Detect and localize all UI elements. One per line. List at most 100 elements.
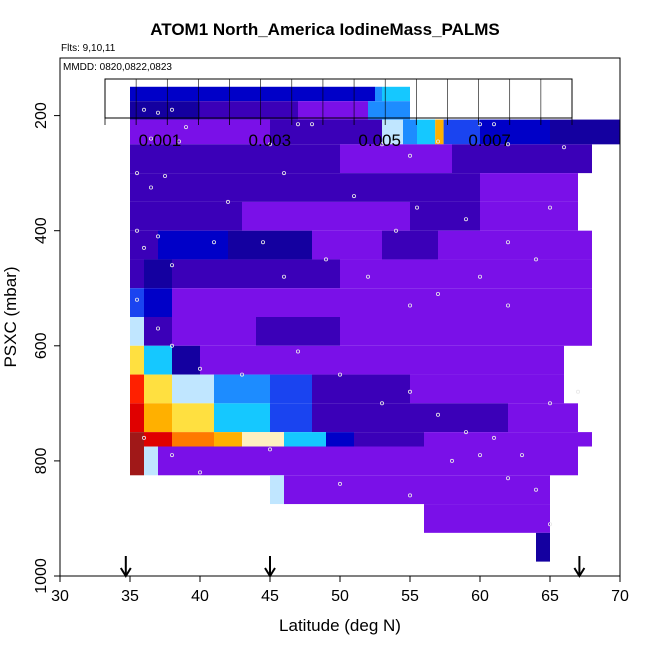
heatmap-cell xyxy=(270,119,340,145)
sample-point xyxy=(197,366,202,371)
y-tick-label: 600 xyxy=(33,332,50,359)
heatmap-cell xyxy=(228,119,270,145)
x-tick-label: 35 xyxy=(121,588,139,605)
flights-note: Flts: 9,10,11 xyxy=(61,43,116,54)
heatmap-cell xyxy=(130,101,200,120)
sample-point xyxy=(407,153,412,158)
heatmap-cell xyxy=(200,345,312,375)
sample-point xyxy=(505,240,510,245)
heatmap-cell xyxy=(536,532,550,562)
heatmap-cell xyxy=(340,446,410,476)
y-tick-label: 200 xyxy=(33,102,50,129)
heatmap-cell xyxy=(256,317,340,346)
heatmap-cell xyxy=(242,259,340,289)
colorbar-tick-label: 0.007 xyxy=(468,131,511,150)
sample-point xyxy=(155,326,160,331)
sample-point xyxy=(534,487,539,492)
heatmap-cell xyxy=(284,475,550,505)
heatmap-cell xyxy=(200,144,340,174)
sample-point xyxy=(407,303,412,308)
heatmap-cell xyxy=(536,173,578,202)
sample-point xyxy=(407,493,412,498)
sample-point xyxy=(211,240,216,245)
x-tick-label: 60 xyxy=(471,588,489,605)
sample-point xyxy=(225,199,230,204)
sample-point xyxy=(169,453,174,458)
sample-point xyxy=(449,458,454,463)
sample-point xyxy=(267,447,272,452)
sample-point xyxy=(141,435,146,440)
sample-point xyxy=(534,257,539,262)
heatmap-cell xyxy=(172,259,242,289)
heatmap-cell xyxy=(144,345,172,375)
heatmap-cell xyxy=(144,446,158,476)
heatmap-cell xyxy=(312,345,410,375)
heatmap-cell xyxy=(424,403,508,433)
heatmap-cell xyxy=(340,288,410,317)
sample-point xyxy=(505,303,510,308)
axes: 30 35 40 45 50 55 60 65 70 200 400 600 800 1000 xyxy=(33,102,629,605)
heatmap-cell xyxy=(172,119,228,145)
sample-point xyxy=(463,430,468,435)
sample-point xyxy=(176,139,181,144)
sample-point xyxy=(169,107,174,112)
heatmap-cell xyxy=(144,288,172,317)
heatmap-cell xyxy=(270,475,284,505)
heatmap-cell xyxy=(130,317,144,346)
sample-point xyxy=(169,263,174,268)
heatmap-cell xyxy=(326,432,354,447)
sample-point xyxy=(148,136,153,141)
colorbar-tick-label: 0.003 xyxy=(249,131,292,150)
arrow-head xyxy=(264,567,276,578)
heatmap-cell xyxy=(452,144,592,174)
flight-marker-arrow xyxy=(119,556,132,578)
y-tick-label: 1000 xyxy=(33,558,50,594)
flight-markers xyxy=(119,556,586,578)
colorbar-frame xyxy=(104,78,573,119)
heatmap-cell xyxy=(382,230,438,260)
heatmap-cell xyxy=(242,432,284,447)
heatmap-cell xyxy=(130,201,158,231)
heatmap-cell xyxy=(424,504,550,533)
x-tick-label: 65 xyxy=(541,588,559,605)
heatmap-cell xyxy=(130,288,144,317)
y-tick-label: 800 xyxy=(33,447,50,474)
colorbar-tick-label: 0.005 xyxy=(358,131,401,150)
y-tick-label: 400 xyxy=(33,217,50,244)
sample-point xyxy=(134,228,139,233)
arrow-head xyxy=(573,567,586,578)
heatmap-cell xyxy=(480,119,550,145)
heatmap-cell xyxy=(340,201,410,231)
x-tick-label: 55 xyxy=(401,588,419,605)
heatmap-cell xyxy=(256,288,340,317)
heatmap-cell xyxy=(480,374,564,404)
sample-point xyxy=(295,349,300,354)
heatmap-cell xyxy=(312,403,382,433)
heatmap-cell xyxy=(508,230,592,260)
y-axis-label: PSXC (mbar) xyxy=(1,266,20,367)
sample-point xyxy=(435,139,440,144)
heatmap-cell xyxy=(144,403,172,433)
heatmap-cell xyxy=(144,317,172,346)
heatmap-cell xyxy=(508,403,578,433)
sample-point xyxy=(491,435,496,440)
heatmap-cell xyxy=(375,86,382,102)
heatmap-cell xyxy=(410,201,480,231)
sample-point xyxy=(155,234,160,239)
heatmap-cell xyxy=(480,446,578,476)
sample-point xyxy=(267,142,272,147)
heatmap-cell xyxy=(144,259,172,289)
sample-point xyxy=(281,274,286,279)
heatmap-cell xyxy=(172,317,256,346)
heatmap-cell xyxy=(480,259,592,289)
x-tick-label: 45 xyxy=(261,588,279,605)
heatmap-cell xyxy=(298,101,368,120)
sample-point xyxy=(477,274,482,279)
x-tick-label: 30 xyxy=(51,588,69,605)
heatmap-cell xyxy=(242,201,340,231)
sample-point xyxy=(337,481,342,486)
heatmap-cell xyxy=(424,432,480,447)
heatmap-cell xyxy=(550,119,620,145)
heatmap-cell xyxy=(228,230,312,260)
sample-point xyxy=(162,173,167,178)
